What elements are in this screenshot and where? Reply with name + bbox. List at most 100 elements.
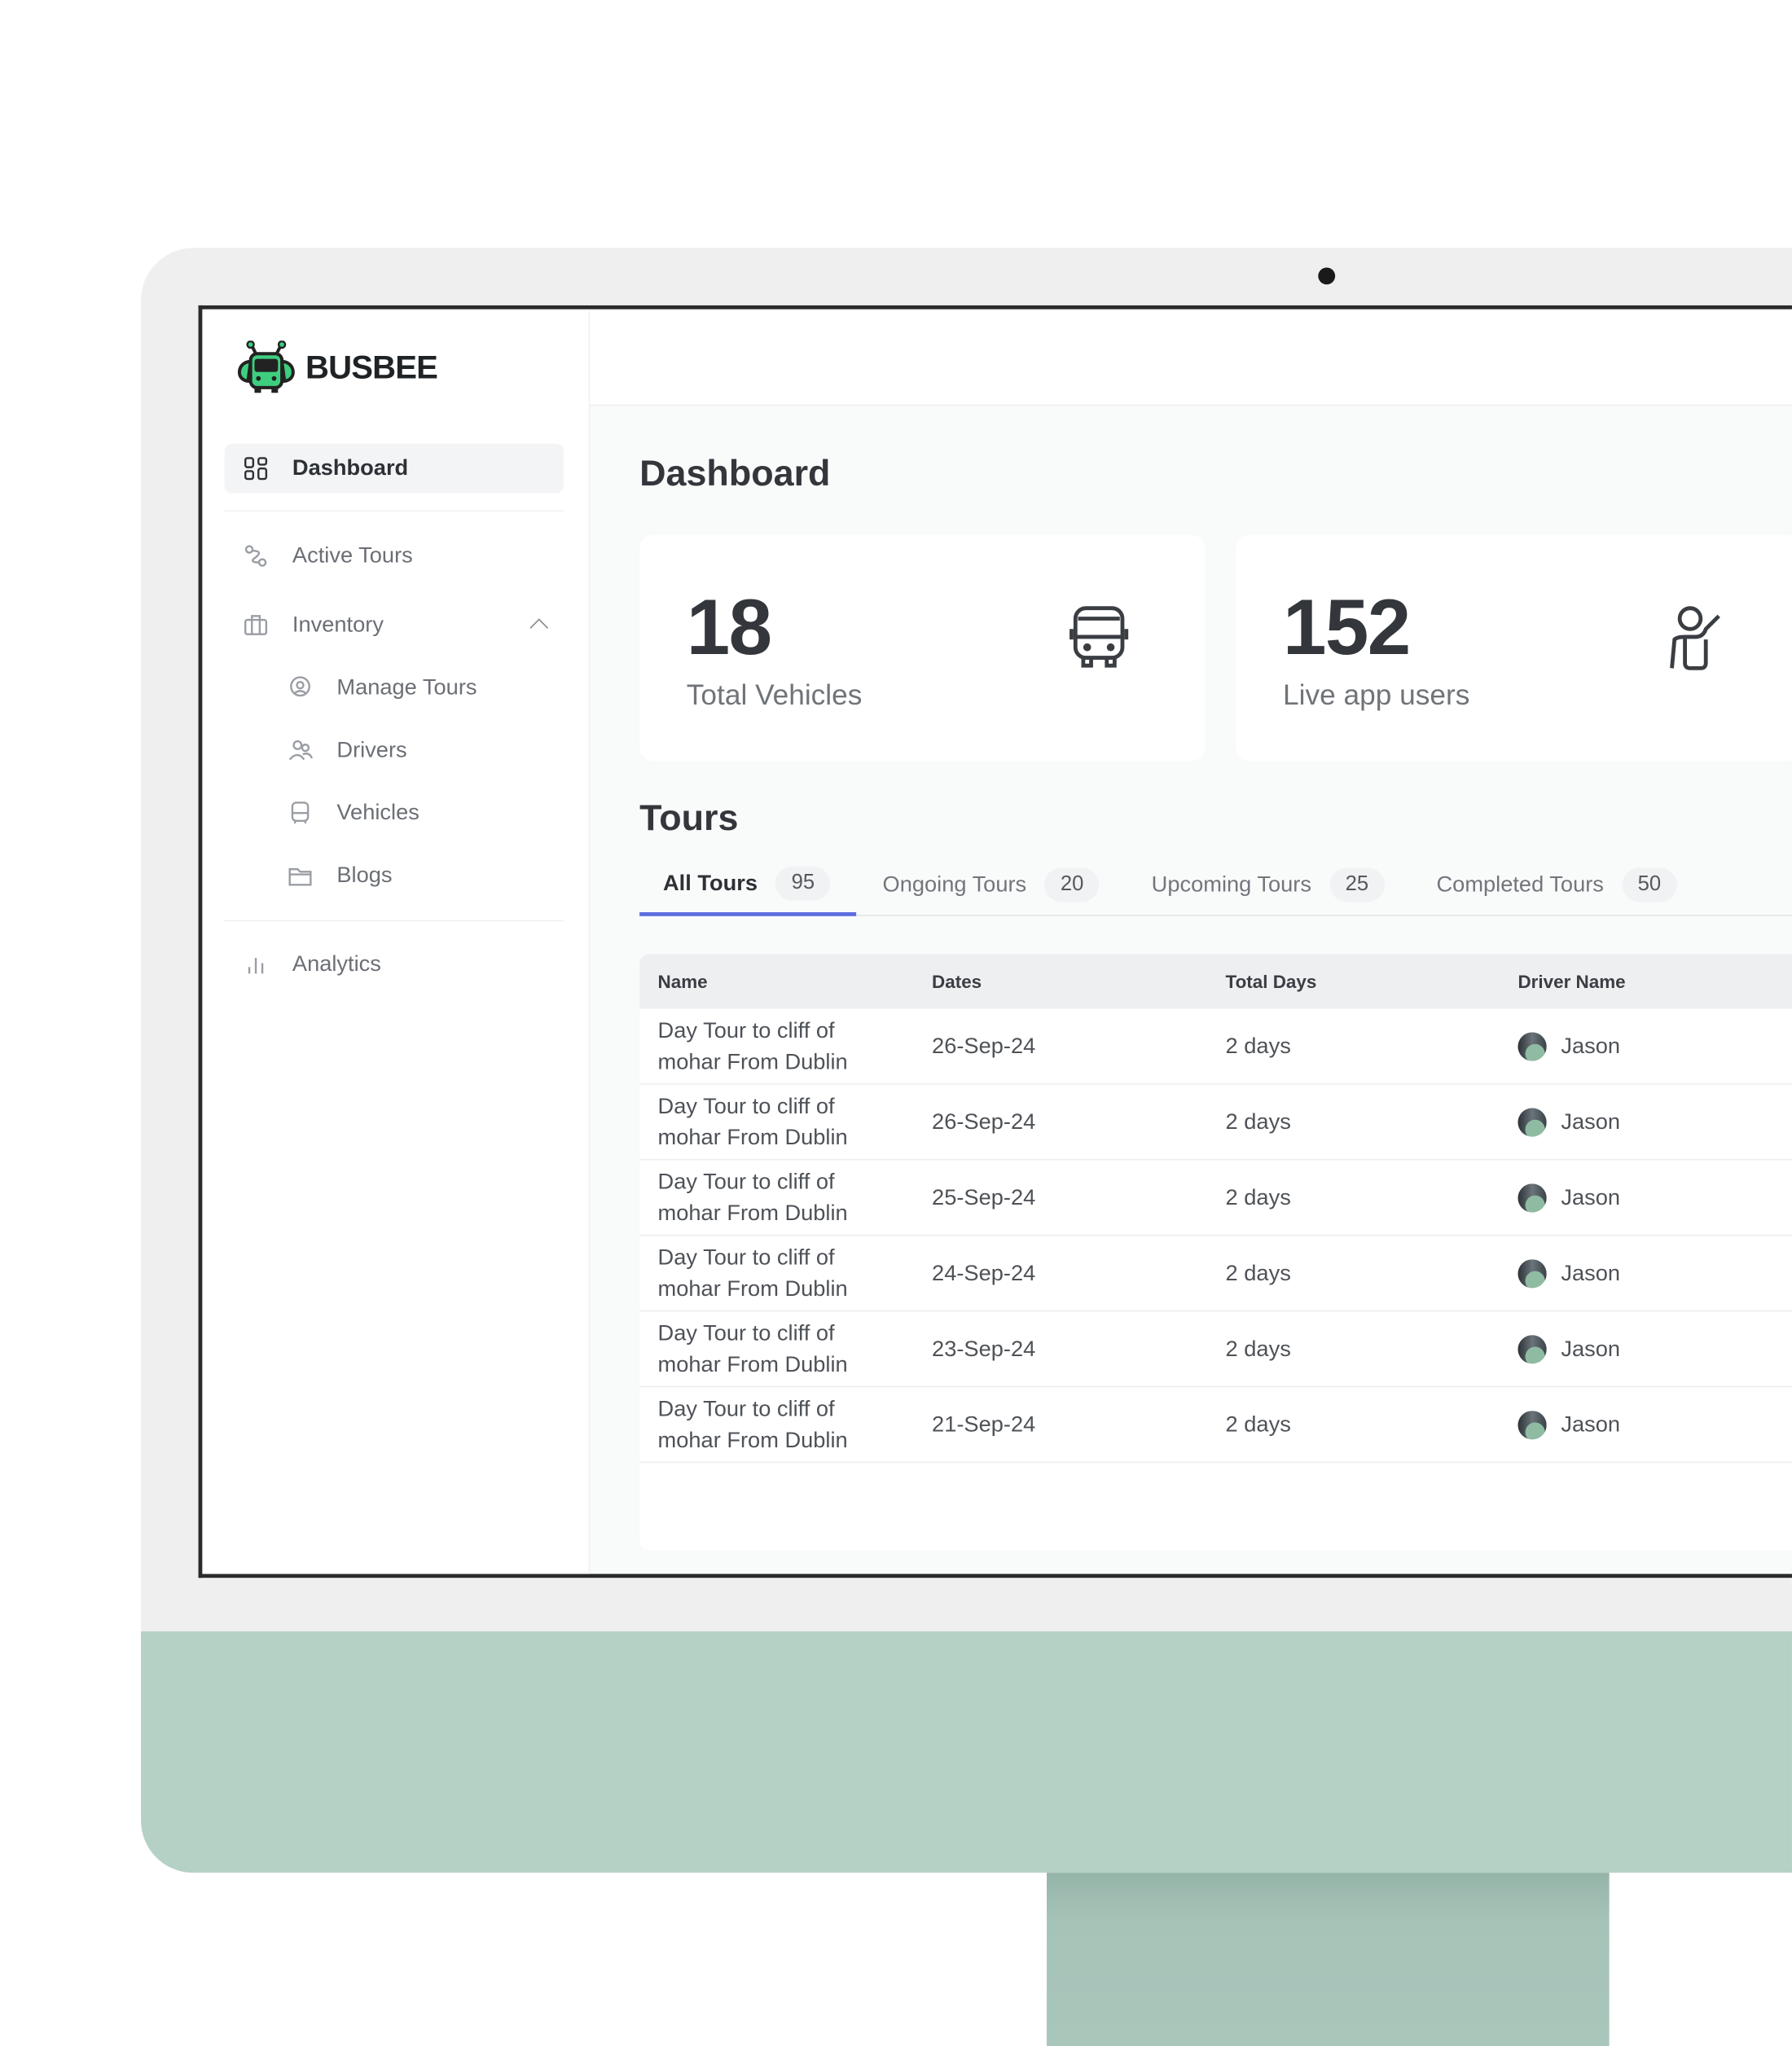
bar-chart-icon bbox=[248, 958, 264, 974]
sidebar-item-vehicles[interactable]: Vehicles bbox=[225, 788, 564, 838]
waving-user-icon bbox=[1670, 606, 1720, 670]
monitor-chin bbox=[141, 1631, 1792, 1873]
table-row[interactable]: Day Tour to cliff of mohar From Dublin 25… bbox=[639, 1160, 1792, 1236]
driver-name: Jason bbox=[1561, 1033, 1621, 1058]
driver-cell: Jason bbox=[1517, 1410, 1791, 1439]
tour-total-days: 2 days bbox=[1225, 1184, 1291, 1210]
sidebar-item-manage-tours[interactable]: Manage Tours bbox=[225, 663, 564, 713]
tours-table: Name Dates Total Days Driver Name Day To… bbox=[639, 954, 1792, 1551]
logo[interactable]: BUSBEE bbox=[235, 340, 438, 395]
tour-name-line: Day Tour to cliff of bbox=[657, 1092, 835, 1118]
sidebar-item-dashboard[interactable]: Dashboard bbox=[224, 443, 564, 494]
tour-name-line: mohar From Dublin bbox=[657, 1200, 848, 1225]
tour-name-line: Day Tour to cliff of bbox=[657, 1319, 835, 1346]
driver-cell: Jason bbox=[1517, 1107, 1791, 1136]
tab-ongoing-tours[interactable]: Ongoing Tours 20 bbox=[859, 855, 1126, 914]
bus-icon bbox=[1069, 606, 1129, 668]
bus-icon bbox=[291, 801, 310, 824]
screen: BUSBEE Dashboard Active Tours Inventory … bbox=[198, 305, 1792, 1578]
sidebar-item-blogs[interactable]: Blogs bbox=[225, 851, 564, 901]
stat-label: Live app users bbox=[1283, 678, 1470, 712]
column-header-total-days[interactable]: Total Days bbox=[1225, 971, 1317, 992]
bee-bus-logo-icon bbox=[238, 340, 295, 393]
tour-date: 26-Sep-24 bbox=[932, 1109, 1036, 1134]
tours-title: Tours bbox=[639, 797, 739, 838]
page-title: Dashboard bbox=[639, 452, 831, 494]
driver-cell: Jason bbox=[1517, 1334, 1791, 1363]
stat-value: 152 bbox=[1283, 583, 1411, 671]
driver-name: Jason bbox=[1561, 1260, 1621, 1285]
driver-cell: Jason bbox=[1517, 1031, 1791, 1060]
avatar bbox=[1517, 1183, 1547, 1212]
driver-name: Jason bbox=[1561, 1109, 1621, 1134]
map-pin-icon bbox=[290, 676, 310, 697]
sidebar-item-analytics[interactable]: Analytics bbox=[225, 940, 564, 990]
table-row[interactable]: Day Tour to cliff of mohar From Dublin 26… bbox=[639, 1085, 1792, 1161]
tour-name-line: mohar From Dublin bbox=[657, 1275, 848, 1301]
sidebar-item-inventory[interactable]: Inventory bbox=[225, 600, 564, 650]
tab-all-tours[interactable]: All Tours 95 bbox=[639, 855, 857, 916]
tour-date: 25-Sep-24 bbox=[932, 1184, 1036, 1210]
divider bbox=[224, 920, 564, 922]
sidebar-item-label: Dashboard bbox=[292, 455, 409, 481]
stat-card-live-users: 152 Live app users bbox=[1236, 534, 1792, 762]
tour-total-days: 2 days bbox=[1225, 1033, 1291, 1058]
table-row[interactable]: Day Tour to cliff of mohar From Dublin 21… bbox=[639, 1387, 1792, 1464]
driver-cell: Jason bbox=[1517, 1258, 1791, 1288]
divider bbox=[224, 510, 564, 512]
tour-date: 23-Sep-24 bbox=[932, 1335, 1036, 1361]
tour-name-line: mohar From Dublin bbox=[657, 1427, 848, 1452]
tab-count-badge: 25 bbox=[1329, 867, 1385, 902]
sidebar-item-label: Blogs bbox=[336, 863, 393, 888]
tour-date: 21-Sep-24 bbox=[932, 1411, 1036, 1437]
driver-cell: Jason bbox=[1517, 1183, 1791, 1212]
tour-total-days: 2 days bbox=[1225, 1411, 1291, 1437]
driver-name: Jason bbox=[1561, 1335, 1621, 1361]
tour-name-line: Day Tour to cliff of bbox=[657, 1016, 835, 1043]
tour-name-line: mohar From Dublin bbox=[657, 1048, 848, 1073]
chevron-up-icon[interactable] bbox=[529, 618, 549, 638]
tour-name-line: mohar From Dublin bbox=[657, 1124, 848, 1149]
sidebar-item-label: Drivers bbox=[336, 737, 407, 762]
column-header-driver-name[interactable]: Driver Name bbox=[1517, 971, 1626, 992]
avatar bbox=[1517, 1334, 1547, 1363]
camera-dot bbox=[1318, 267, 1336, 285]
stat-card-vehicles: 18 Total Vehicles bbox=[639, 534, 1205, 762]
tour-name: Day Tour to cliff of mohar From Dublin bbox=[639, 1091, 932, 1153]
column-header-dates[interactable]: Dates bbox=[932, 971, 982, 992]
monitor-stand bbox=[1047, 1866, 1610, 2046]
sidebar-item-drivers[interactable]: Drivers bbox=[225, 726, 564, 775]
avatar bbox=[1517, 1258, 1547, 1288]
tab-completed-tours[interactable]: Completed Tours 50 bbox=[1413, 855, 1703, 914]
avatar bbox=[1517, 1107, 1547, 1136]
sidebar-item-label: Manage Tours bbox=[336, 674, 477, 700]
tab-count-badge: 20 bbox=[1044, 867, 1100, 902]
briefcase-icon bbox=[244, 615, 268, 635]
tour-name-line: Day Tour to cliff of bbox=[657, 1244, 835, 1270]
tab-upcoming-tours[interactable]: Upcoming Tours 25 bbox=[1128, 855, 1411, 914]
folder-icon bbox=[288, 867, 312, 886]
sidebar-item-label: Vehicles bbox=[336, 800, 419, 825]
driver-name: Jason bbox=[1561, 1411, 1621, 1437]
users-icon bbox=[288, 740, 314, 761]
tab-label: All Tours bbox=[662, 870, 758, 896]
table-row[interactable]: Day Tour to cliff of mohar From Dublin 23… bbox=[639, 1311, 1792, 1388]
tour-name: Day Tour to cliff of mohar From Dublin bbox=[639, 1318, 932, 1381]
table-row[interactable]: Day Tour to cliff of mohar From Dublin 24… bbox=[639, 1236, 1792, 1312]
tab-label: Completed Tours bbox=[1436, 871, 1604, 896]
tour-date: 24-Sep-24 bbox=[932, 1260, 1036, 1285]
stat-label: Total Vehicles bbox=[686, 678, 863, 712]
sidebar-item-active-tours[interactable]: Active Tours bbox=[225, 531, 564, 581]
tours-tabs: All Tours 95 Ongoing Tours 20 Upcoming Tours… bbox=[639, 855, 1792, 916]
tour-total-days: 2 days bbox=[1225, 1260, 1291, 1285]
avatar bbox=[1517, 1031, 1547, 1060]
sidebar: BUSBEE Dashboard Active Tours Inventory … bbox=[202, 309, 591, 1574]
stat-value: 18 bbox=[686, 583, 772, 671]
brand-name: BUSBEE bbox=[305, 349, 438, 386]
sidebar-item-label: Active Tours bbox=[292, 542, 413, 569]
top-bar bbox=[590, 309, 1792, 406]
grid-icon bbox=[244, 457, 268, 481]
table-row[interactable]: Day Tour to cliff of mohar From Dublin 26… bbox=[639, 1009, 1792, 1085]
column-header-name[interactable]: Name bbox=[657, 971, 708, 992]
